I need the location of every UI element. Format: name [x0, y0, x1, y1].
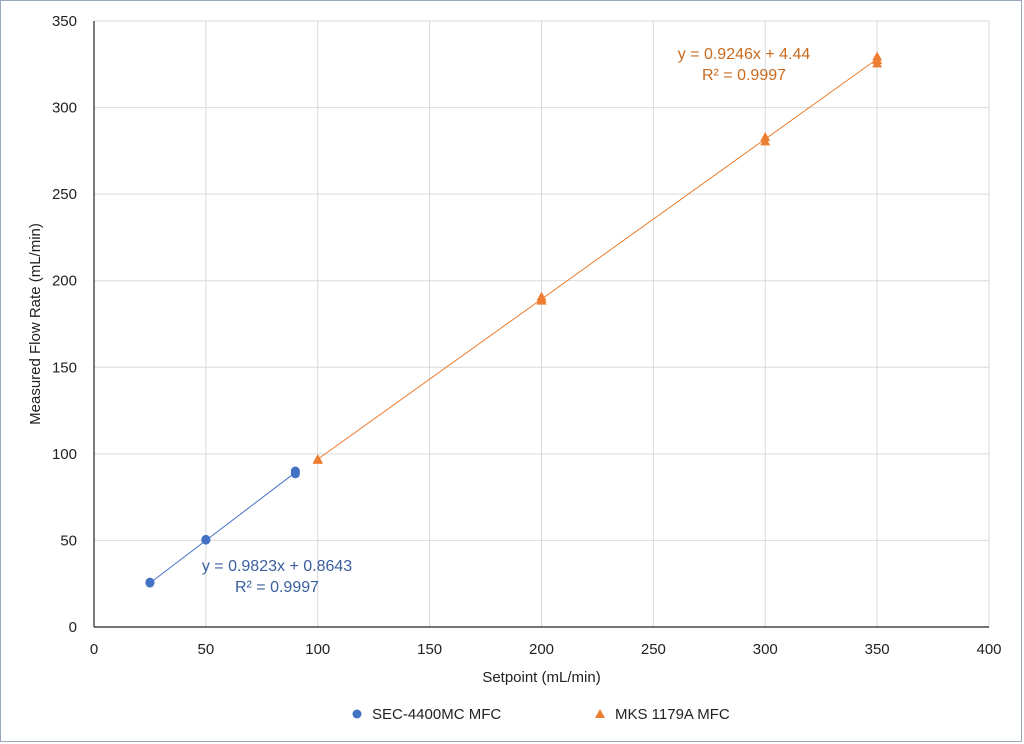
trendline-mks — [317, 58, 878, 460]
legend-marker-mks — [595, 709, 605, 718]
y-tick-label: 100 — [52, 446, 77, 463]
grid-layer — [93, 20, 990, 628]
x-tick-label: 350 — [865, 641, 890, 658]
point-layer — [145, 51, 883, 588]
trendline-sec — [149, 472, 296, 584]
x-tick-label: 100 — [305, 641, 330, 658]
data-point-mks — [536, 291, 547, 301]
annotation-layer: y = 0.9823x + 0.8643 R² = 0.9997 y = 0.9… — [202, 46, 811, 596]
legend-marker-sec — [352, 709, 362, 719]
y-tick-label: 0 — [69, 619, 77, 636]
x-tick-label: 50 — [198, 641, 215, 658]
x-tick-label: 200 — [529, 641, 554, 658]
trendline-layer — [149, 58, 878, 584]
x-tick-label: 150 — [417, 641, 442, 658]
legend-label-sec: SEC-4400MC MFC — [372, 706, 501, 723]
y-axis-title: Measured Flow Rate (mL/min) — [27, 223, 44, 425]
trendline-equation-sec: y = 0.9823x + 0.8643 — [202, 558, 352, 575]
y-tick-label: 200 — [52, 273, 77, 290]
y-tick-label: 250 — [52, 186, 77, 203]
data-point-sec — [201, 534, 211, 544]
legend-label-mks: MKS 1179A MFC — [615, 706, 730, 723]
x-tick-label: 300 — [753, 641, 778, 658]
y-tick-label: 50 — [60, 532, 77, 549]
data-point-mks — [312, 454, 323, 464]
data-point-mks — [872, 51, 883, 61]
data-point-sec — [145, 577, 155, 587]
y-tick-label: 150 — [52, 359, 77, 376]
y-tick-label: 350 — [52, 13, 77, 30]
x-tick-label: 250 — [641, 641, 666, 658]
trendline-equation-mks: y = 0.9246x + 4.44 — [678, 46, 811, 63]
trendline-r2-sec: R² = 0.9997 — [235, 579, 319, 596]
trendline-r2-mks: R² = 0.9997 — [702, 67, 786, 84]
legend: SEC-4400MC MFC MKS 1179A MFC — [352, 706, 730, 723]
x-tick-label: 0 — [90, 641, 98, 658]
x-axis-title: Setpoint (mL/min) — [482, 669, 600, 686]
y-tick-label: 300 — [52, 100, 77, 117]
data-point-mks — [760, 132, 771, 142]
axis-layer: 0 50 100 150 200 250 300 350 400 0 50 100 150 200 250 3… — [52, 13, 1002, 658]
x-tick-label: 400 — [976, 641, 1001, 658]
data-point-sec — [290, 466, 300, 476]
